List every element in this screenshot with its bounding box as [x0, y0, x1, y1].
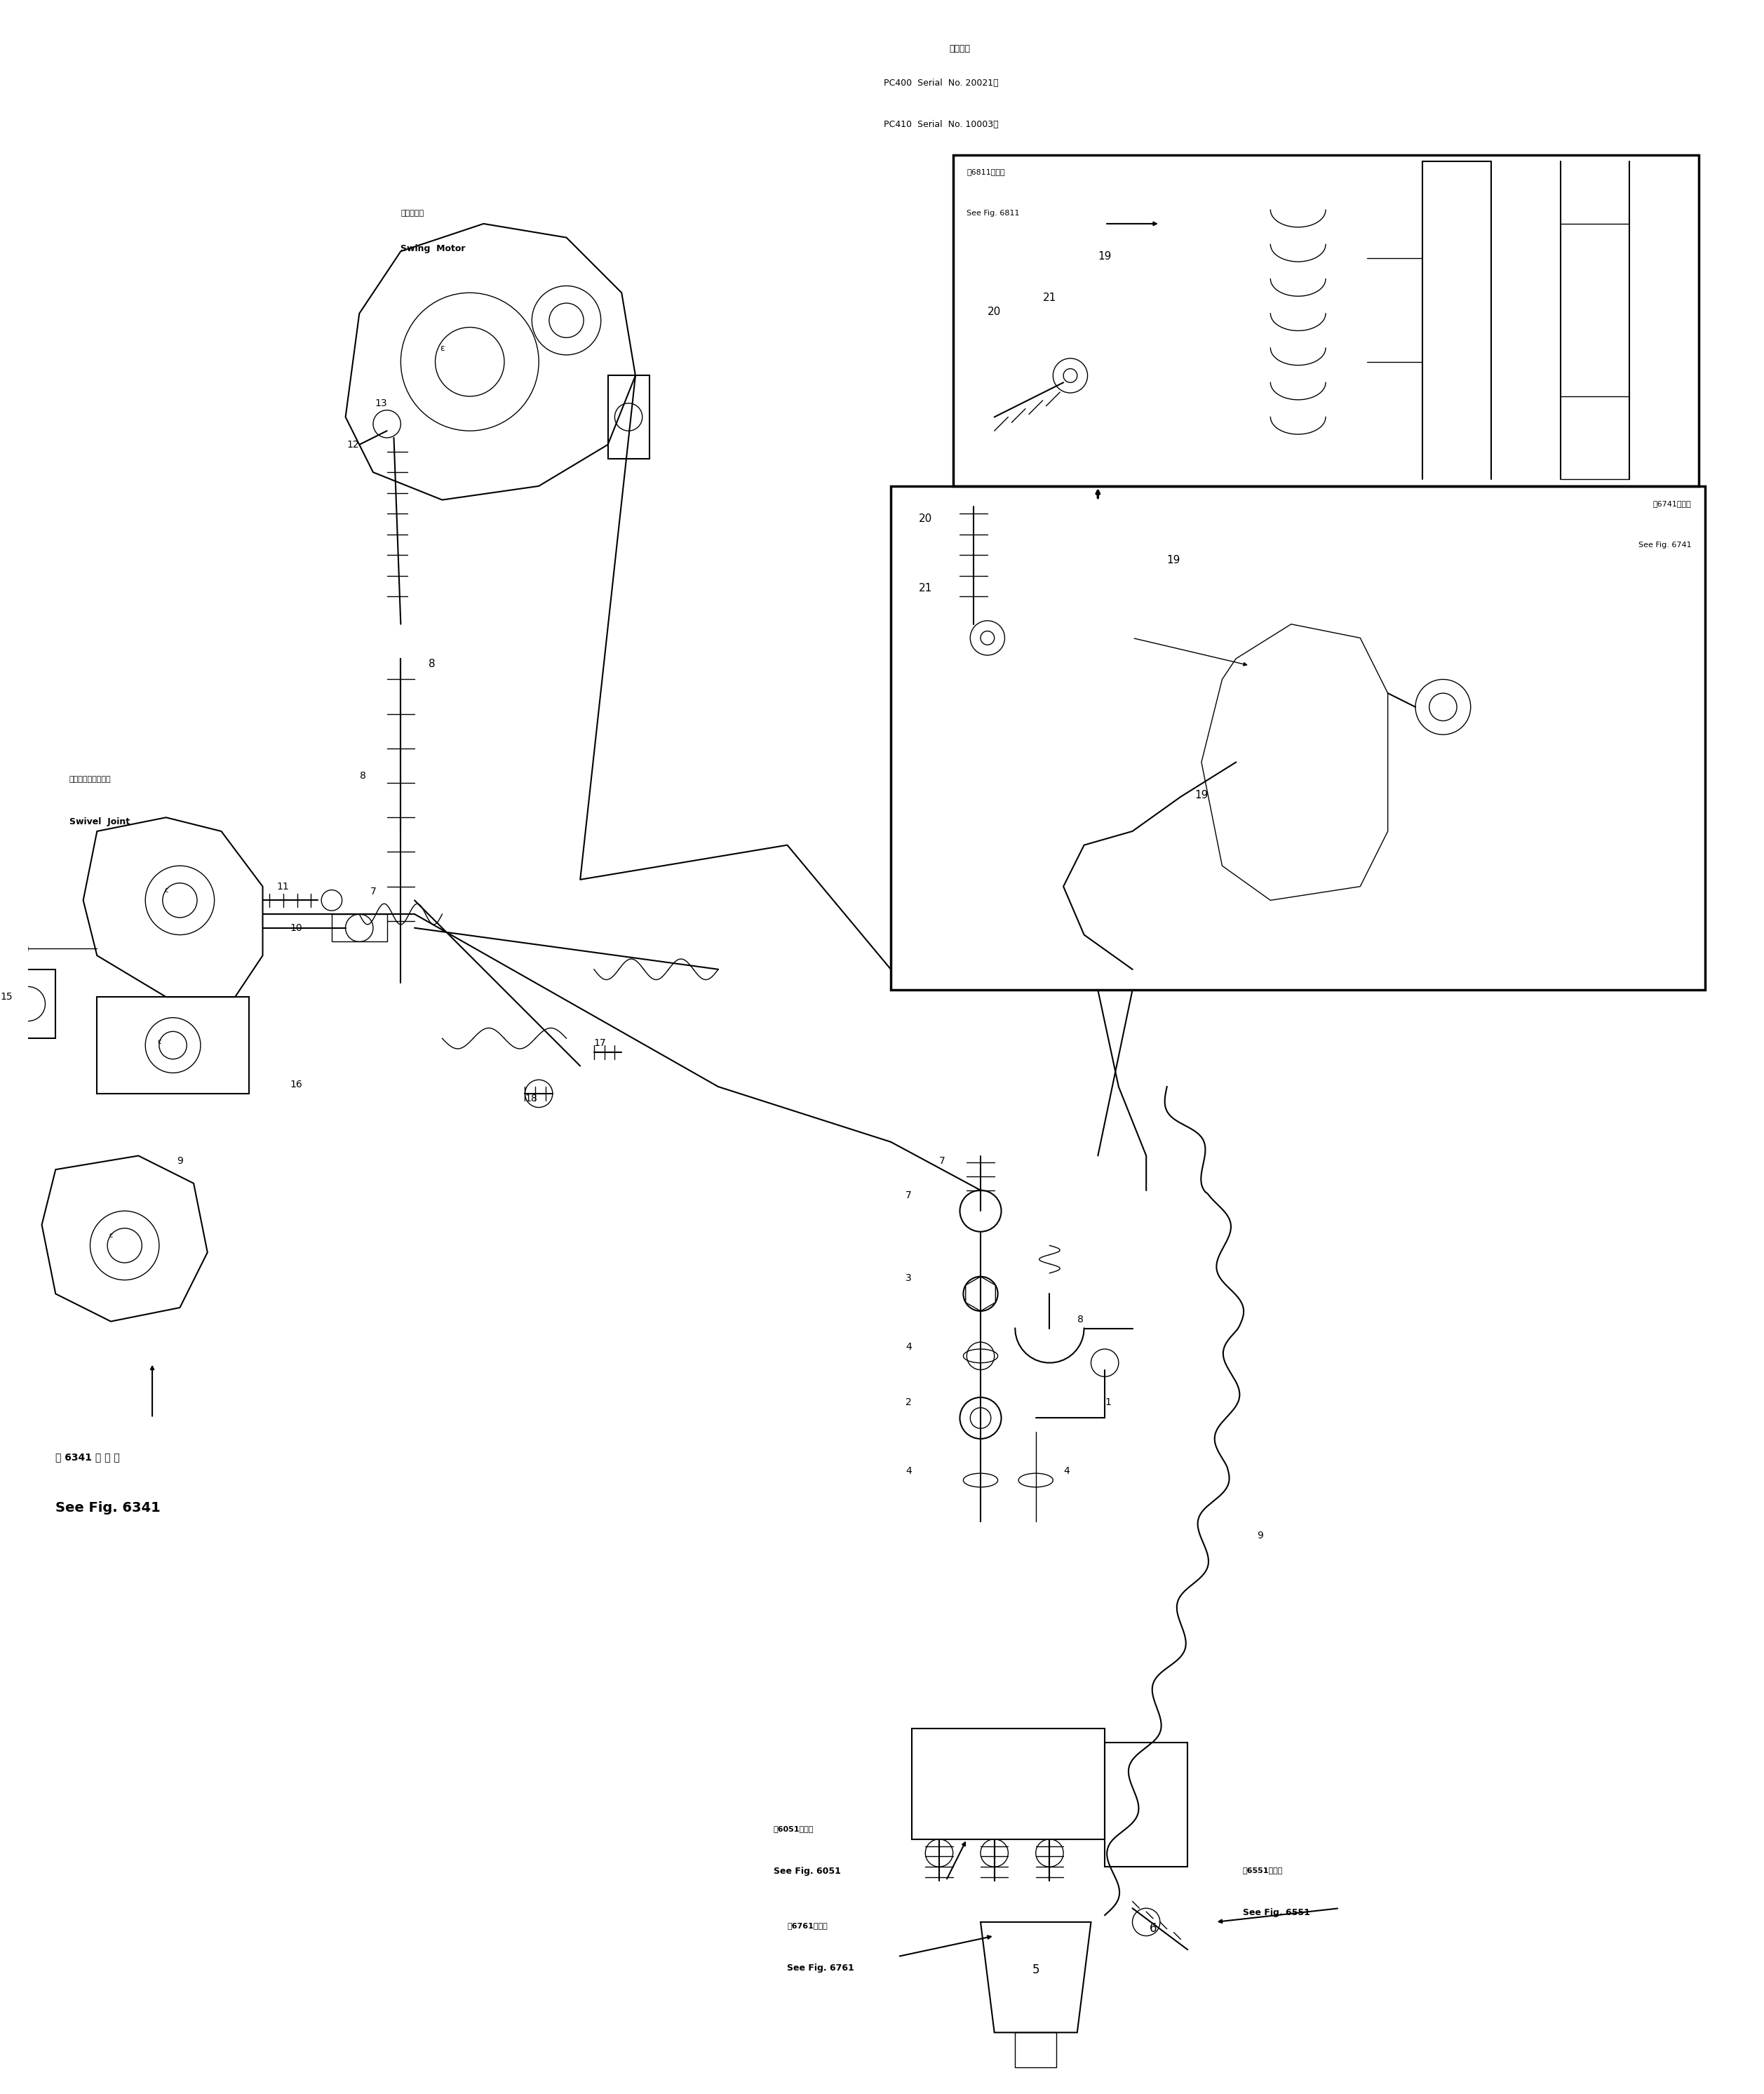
Text: 2: 2 [905, 1397, 912, 1407]
Text: 1: 1 [1104, 1397, 1111, 1407]
Text: 10: 10 [291, 923, 303, 932]
Text: 8: 8 [360, 771, 367, 781]
Text: 第6741図参照: 第6741図参照 [1653, 500, 1692, 507]
Text: See Fig. 6741: See Fig. 6741 [1639, 542, 1692, 549]
Bar [0, 970, 56, 1039]
Text: c: c [109, 1231, 113, 1240]
Bar [953, 155, 1699, 486]
Text: PC410  Serial  No. 10003～: PC410 Serial No. 10003～ [884, 119, 998, 130]
Text: c: c [164, 886, 168, 894]
Text: 20: 20 [919, 513, 931, 524]
Text: 第6811図参照: 第6811図参照 [967, 168, 1005, 176]
Bar [609, 375, 649, 459]
Text: 7: 7 [370, 886, 376, 896]
Text: 第6051図参照: 第6051図参照 [773, 1826, 813, 1832]
Circle shape [1064, 369, 1078, 383]
Bar [332, 915, 386, 942]
Text: 8: 8 [429, 660, 436, 670]
Text: 9: 9 [1256, 1531, 1263, 1541]
Text: PC400  Serial  No. 20021～: PC400 Serial No. 20021～ [884, 80, 998, 88]
Text: 4: 4 [1064, 1466, 1069, 1476]
Text: スイベルジョイント: スイベルジョイント [69, 777, 111, 783]
Text: See Fig. 6811: See Fig. 6811 [967, 209, 1020, 218]
Text: 旋回モータ: 旋回モータ [400, 209, 423, 218]
Text: 4: 4 [905, 1466, 912, 1476]
Text: 20: 20 [988, 306, 1002, 316]
Text: 19: 19 [1168, 555, 1180, 565]
Text: 19: 19 [1194, 789, 1208, 800]
Text: Swivel  Joint: Swivel Joint [69, 817, 131, 827]
Text: 6: 6 [1150, 1922, 1157, 1935]
Text: 第6551図参照: 第6551図参照 [1244, 1868, 1282, 1874]
Text: 3: 3 [905, 1273, 912, 1284]
Text: 通用号機: 通用号機 [949, 44, 970, 52]
Text: 11: 11 [277, 882, 289, 892]
Bar [891, 486, 1706, 990]
Bar [97, 997, 249, 1093]
Text: 第 6341 図 参 照: 第 6341 図 参 照 [56, 1453, 120, 1462]
Text: 5: 5 [1032, 1964, 1039, 1977]
Text: 15: 15 [0, 993, 12, 1001]
Text: 7: 7 [905, 1189, 912, 1200]
Text: See Fig. 6551: See Fig. 6551 [1244, 1908, 1311, 1918]
Text: ε: ε [439, 343, 445, 352]
Text: 4: 4 [905, 1342, 912, 1353]
Text: 7: 7 [938, 1156, 946, 1166]
Text: 12: 12 [348, 440, 360, 450]
Text: c: c [157, 1039, 161, 1045]
Text: Swing  Motor: Swing Motor [400, 245, 466, 253]
Text: 第6761図参照: 第6761図参照 [787, 1922, 827, 1929]
Text: See Fig. 6761: See Fig. 6761 [787, 1964, 854, 1973]
Text: 8: 8 [1078, 1315, 1083, 1323]
Text: See Fig. 6341: See Fig. 6341 [56, 1501, 161, 1514]
Text: See Fig. 6051: See Fig. 6051 [773, 1868, 841, 1876]
Bar [1014, 2033, 1057, 2067]
Text: 18: 18 [526, 1093, 538, 1104]
Text: 19: 19 [1097, 251, 1111, 262]
Bar [912, 1730, 1104, 1839]
Text: 21: 21 [1043, 293, 1057, 304]
Text: 16: 16 [291, 1081, 303, 1089]
Text: 17: 17 [594, 1039, 607, 1049]
Bar [1104, 1742, 1187, 1868]
Text: 13: 13 [374, 398, 386, 408]
Text: 9: 9 [176, 1156, 183, 1166]
Text: 21: 21 [919, 582, 931, 593]
